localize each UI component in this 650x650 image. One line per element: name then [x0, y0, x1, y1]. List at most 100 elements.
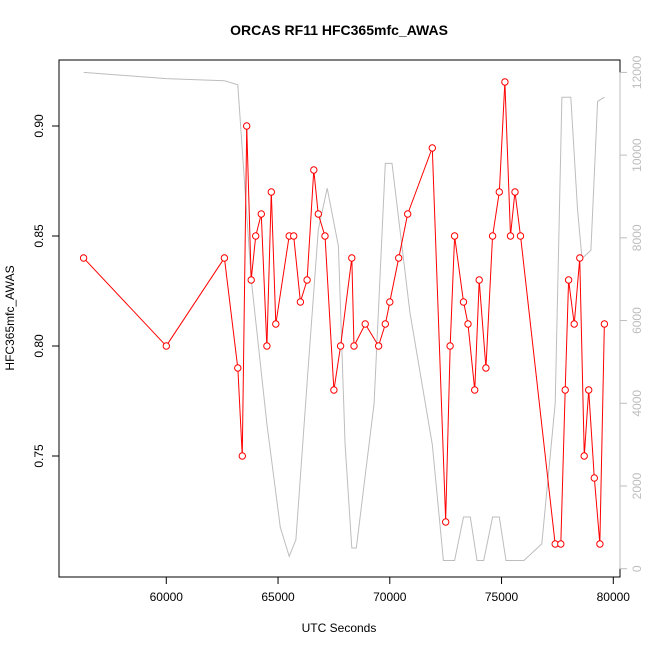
- data-point: [561, 386, 569, 394]
- data-point: [471, 386, 479, 394]
- plot-area-frame: [58, 59, 621, 578]
- data-point: [501, 78, 509, 86]
- data-point: [350, 342, 358, 350]
- y-axis-title: HFC365mfc_AWAS: [3, 265, 17, 370]
- secondary-y-tick-label: 6000: [630, 307, 644, 334]
- series-line-segment: [167, 260, 224, 344]
- data-point: [564, 276, 573, 284]
- x-tick-label: 65000: [261, 590, 295, 604]
- x-tick-label: 80000: [597, 590, 631, 604]
- series-line-segment: [499, 85, 506, 189]
- altitude-series-line: [83, 71, 605, 561]
- series-line-segment: [504, 85, 511, 233]
- series-line-segment: [224, 261, 238, 365]
- series-line-segment: [478, 283, 487, 365]
- data-point: [296, 298, 305, 306]
- series-line-segment: [594, 481, 601, 541]
- data-point: [475, 276, 483, 284]
- series-line-segment: [313, 173, 319, 211]
- data-point: [404, 210, 412, 218]
- series-line-segment: [467, 327, 475, 387]
- data-point: [386, 298, 394, 306]
- secondary-y-tick-label: 12000: [630, 55, 644, 89]
- series-line-segment: [431, 151, 447, 519]
- data-point: [267, 188, 275, 196]
- data-point: [428, 144, 436, 152]
- data-point: [495, 188, 503, 196]
- secondary-y-axis: 0 2000 4000 6000 8000 10000 12000: [619, 55, 644, 572]
- series-line-segment: [398, 217, 408, 255]
- data-point: [238, 452, 247, 460]
- data-point: [336, 342, 345, 350]
- series-line-segment: [300, 282, 307, 300]
- data-point: [252, 232, 260, 240]
- data-point: [234, 364, 242, 372]
- series-line-segment: [463, 305, 468, 321]
- series-line-segment: [584, 393, 589, 453]
- data-point: [600, 320, 609, 328]
- data-point: [395, 254, 403, 262]
- series-line-segment: [333, 349, 341, 387]
- series-line-segment: [318, 216, 325, 234]
- series-layer: [79, 71, 609, 561]
- series-line-segment: [520, 239, 556, 541]
- series-line-segment: [599, 327, 605, 541]
- data-point: [79, 254, 88, 262]
- data-point: [442, 518, 450, 526]
- series-line-segment: [351, 261, 355, 343]
- series-line-segment: [449, 239, 455, 343]
- series-line-segment: [293, 239, 301, 299]
- data-point: [488, 232, 497, 240]
- y-tick-label: 0.90: [32, 114, 46, 138]
- series-line-segment: [560, 393, 566, 541]
- x-tick-label: 70000: [373, 590, 407, 604]
- data-point: [459, 298, 468, 306]
- data-point: [290, 232, 298, 240]
- series-line-segment: [324, 239, 335, 387]
- series-line-segment: [574, 261, 580, 321]
- data-point: [464, 320, 472, 328]
- series-line-segment: [564, 283, 569, 387]
- data-point: [303, 276, 311, 284]
- y-axis: 0.75 0.80 0.85 0.90: [32, 114, 60, 468]
- series-line-segment: [266, 195, 272, 343]
- series-line-segment: [260, 217, 268, 343]
- series-line-segment: [474, 283, 480, 387]
- series-line-segment: [340, 261, 352, 343]
- data-point: [220, 254, 229, 262]
- data-point: [374, 342, 383, 350]
- data-point: [450, 232, 459, 240]
- y-tick-label: 0.85: [32, 224, 46, 248]
- data-point: [511, 188, 519, 196]
- data-point: [321, 232, 329, 240]
- x-tick-label: 75000: [485, 590, 519, 604]
- data-point: [557, 540, 565, 548]
- data-point: [247, 276, 255, 284]
- series-line-segment: [256, 216, 261, 234]
- secondary-y-tick-label: 0: [630, 565, 644, 572]
- data-point: [257, 210, 265, 218]
- data-point: [263, 342, 271, 350]
- series-line-segment: [579, 261, 585, 453]
- data-point: [310, 166, 318, 174]
- series-line-segment: [408, 150, 432, 212]
- series-line-segment: [237, 371, 243, 453]
- series-line-segment: [445, 349, 451, 519]
- data-point: [314, 210, 322, 218]
- series-line-segment: [270, 195, 277, 321]
- data-point: [585, 386, 593, 394]
- secondary-y-tick-label: 8000: [630, 224, 644, 251]
- series-line-segment: [85, 259, 165, 345]
- series-line-segment: [454, 239, 464, 299]
- chart-title: ORCAS RF11 HFC365mfc_AWAS: [230, 22, 448, 38]
- data-point: [272, 320, 280, 328]
- series-line-segment: [246, 129, 252, 277]
- data-point: [576, 254, 584, 262]
- series-line-segment: [510, 195, 516, 233]
- secondary-y-tick-label: 4000: [630, 390, 644, 417]
- series-line-segment: [514, 195, 521, 233]
- secondary-y-tick-label: 2000: [630, 472, 644, 499]
- data-point: [330, 386, 338, 394]
- series-line-segment: [568, 283, 575, 321]
